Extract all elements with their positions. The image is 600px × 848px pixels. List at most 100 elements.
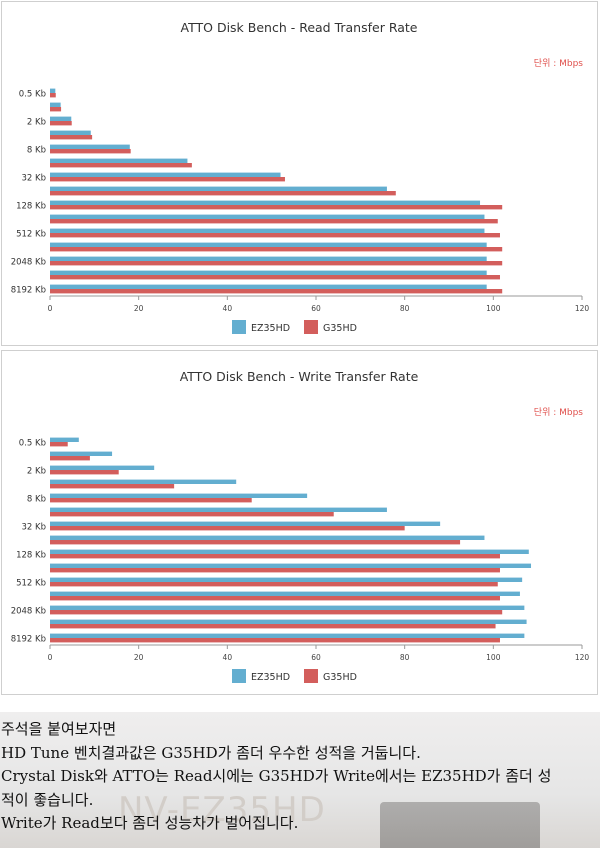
bar-ez35hd <box>50 256 487 261</box>
bar-g35hd <box>50 135 93 140</box>
bar-g35hd <box>50 638 500 643</box>
device-photo <box>380 802 540 848</box>
bar-g35hd <box>50 149 131 154</box>
notes-section: NV-EZ35HD 주석을 붙여보자면 HD Tune 벤치결과값은 G35HD… <box>0 712 600 848</box>
note-line-4: 적이 좋습니다. <box>1 790 94 809</box>
y-tick-label: 2 Kb <box>27 118 46 128</box>
note-line-1: 주석을 붙여보자면 <box>1 720 117 738</box>
y-tick-label: 128 Kb <box>16 202 46 212</box>
bar-g35hd <box>50 163 192 168</box>
bar-g35hd <box>50 93 56 98</box>
bar-ez35hd <box>50 158 188 163</box>
bar-g35hd <box>50 512 334 517</box>
bar-ez35hd <box>50 437 79 442</box>
unit-label: 단위 : Mbps <box>534 407 584 418</box>
write-transfer-chart: ATTO Disk Bench - Write Transfer Rate 단위 … <box>11 369 590 683</box>
bar-ez35hd <box>50 493 308 498</box>
x-tick-label: 100 <box>486 653 501 662</box>
bar-g35hd <box>50 456 90 461</box>
bar-g35hd <box>50 568 500 573</box>
y-tick-label: 0.5 Kb <box>19 90 46 100</box>
bar-g35hd <box>50 121 72 126</box>
read-chart-panel: ATTO Disk Bench - Read Transfer Rate 단위 :… <box>1 1 598 346</box>
x-tick-label: 0 <box>48 304 53 313</box>
bar-ez35hd <box>50 270 487 275</box>
bar-g35hd <box>50 261 503 266</box>
bar-g35hd <box>50 191 396 196</box>
bar-g35hd <box>50 610 503 615</box>
legend-label: G35HD <box>323 672 357 683</box>
bar-g35hd <box>50 554 500 559</box>
x-tick-label: 120 <box>575 653 590 662</box>
x-tick-label: 20 <box>134 653 144 662</box>
x-tick-label: 40 <box>223 304 233 313</box>
unit-label: 단위 : Mbps <box>534 58 584 69</box>
watermark-text: NV-EZ35HD <box>118 790 326 830</box>
bar-g35hd <box>50 107 62 112</box>
bar-ez35hd <box>50 144 130 149</box>
bar-ez35hd <box>50 521 441 526</box>
bar-ez35hd <box>50 242 487 247</box>
y-tick-label: 8192 Kb <box>11 286 46 296</box>
chart-title: ATTO Disk Bench - Write Transfer Rate <box>180 369 419 384</box>
x-tick-label: 100 <box>486 304 501 313</box>
x-tick-label: 80 <box>400 304 410 313</box>
y-tick-label: 2048 Kb <box>11 607 46 617</box>
legend-label: EZ35HD <box>251 323 290 334</box>
bar-ez35hd <box>50 214 485 219</box>
x-tick-label: 120 <box>575 304 590 313</box>
note-line-5: Write가 Read보다 좀더 성능차가 벌어집니다. <box>1 814 299 832</box>
bar-g35hd <box>50 275 500 280</box>
x-tick-label: 60 <box>311 304 321 313</box>
bar-ez35hd <box>50 577 523 582</box>
bar-g35hd <box>50 177 285 182</box>
legend-swatch <box>304 669 318 683</box>
bar-ez35hd <box>50 284 487 289</box>
bar-ez35hd <box>50 130 91 135</box>
bar-g35hd <box>50 526 405 531</box>
legend-swatch <box>232 320 246 334</box>
legend-label: G35HD <box>323 323 357 334</box>
y-tick-label: 8 Kb <box>27 146 46 156</box>
y-tick-label: 32 Kb <box>22 174 47 184</box>
bar-g35hd <box>50 247 503 252</box>
bar-ez35hd <box>50 228 485 233</box>
bar-g35hd <box>50 484 175 489</box>
y-tick-label: 8192 Kb <box>11 635 46 645</box>
y-tick-label: 2 Kb <box>27 467 46 477</box>
bar-ez35hd <box>50 172 281 177</box>
chart-title: ATTO Disk Bench - Read Transfer Rate <box>181 20 418 35</box>
bar-ez35hd <box>50 102 61 107</box>
y-tick-label: 2048 Kb <box>11 258 46 268</box>
bar-ez35hd <box>50 563 532 568</box>
y-tick-label: 512 Kb <box>16 579 46 589</box>
write-chart-panel: ATTO Disk Bench - Write Transfer Rate 단위 … <box>1 350 598 695</box>
x-tick-label: 20 <box>134 304 144 313</box>
x-tick-label: 0 <box>48 653 53 662</box>
bar-ez35hd <box>50 507 387 512</box>
bar-g35hd <box>50 540 461 545</box>
bar-g35hd <box>50 233 500 238</box>
bar-g35hd <box>50 582 498 587</box>
x-tick-label: 80 <box>400 653 410 662</box>
bar-ez35hd <box>50 535 485 540</box>
y-tick-label: 0.5 Kb <box>19 439 46 449</box>
bar-ez35hd <box>50 88 56 93</box>
bar-g35hd <box>50 289 503 294</box>
bar-ez35hd <box>50 186 387 191</box>
y-tick-label: 8 Kb <box>27 495 46 505</box>
x-tick-label: 60 <box>311 653 321 662</box>
legend-swatch <box>232 669 246 683</box>
bar-g35hd <box>50 624 496 629</box>
y-tick-label: 512 Kb <box>16 230 46 240</box>
read-transfer-chart: ATTO Disk Bench - Read Transfer Rate 단위 :… <box>11 20 590 334</box>
legend-label: EZ35HD <box>251 672 290 683</box>
bar-ez35hd <box>50 549 529 554</box>
bar-g35hd <box>50 219 498 224</box>
bar-ez35hd <box>50 451 113 456</box>
bar-g35hd <box>50 205 503 210</box>
x-tick-label: 40 <box>223 653 233 662</box>
bar-ez35hd <box>50 116 72 121</box>
bar-ez35hd <box>50 605 525 610</box>
y-tick-label: 128 Kb <box>16 551 46 561</box>
